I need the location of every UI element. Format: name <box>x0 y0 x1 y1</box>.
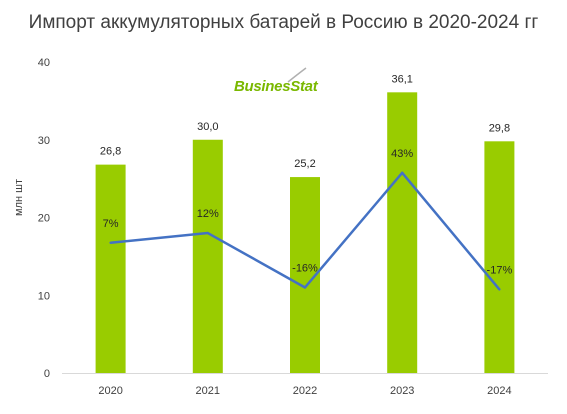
bar-value-label: 36,1 <box>391 73 412 85</box>
y-tick-label: 20 <box>38 213 50 225</box>
bar <box>484 141 515 373</box>
bar-value-label: 29,8 <box>489 122 510 134</box>
bar-value-label: 30,0 <box>197 121 218 133</box>
logo-swoosh-icon <box>287 67 307 83</box>
y-axis-label: млн шт <box>13 179 25 216</box>
bar-value-label: 26,8 <box>100 146 121 158</box>
bar <box>95 164 126 373</box>
y-tick-label: 30 <box>38 135 50 147</box>
y-tick-label: 10 <box>38 290 50 302</box>
bar-value-label: 25,2 <box>294 158 315 170</box>
x-tick-label: 2021 <box>196 385 220 397</box>
bar <box>387 92 418 373</box>
y-tick-label: 0 <box>44 368 50 380</box>
growth-label: 12% <box>197 208 219 220</box>
growth-label: -17% <box>487 264 513 276</box>
chart-title: Импорт аккумуляторных батарей в Россию в… <box>28 12 539 33</box>
growth-point <box>303 286 307 289</box>
growth-label: -16% <box>292 262 318 274</box>
growth-label: 7% <box>103 218 119 230</box>
growth-point <box>401 171 404 174</box>
x-tick-label: 2024 <box>487 385 511 397</box>
x-tick-label: 2020 <box>98 385 122 397</box>
growth-point <box>206 231 209 235</box>
x-tick-label: 2023 <box>390 385 414 397</box>
y-tick-label: 40 <box>38 57 50 69</box>
growth-label: 43% <box>391 148 413 160</box>
x-tick-label: 2022 <box>293 385 317 397</box>
growth-point <box>498 288 501 291</box>
growth-point <box>109 241 112 244</box>
businesstat-logo: BusinesStat <box>234 78 318 95</box>
bar <box>192 139 223 373</box>
